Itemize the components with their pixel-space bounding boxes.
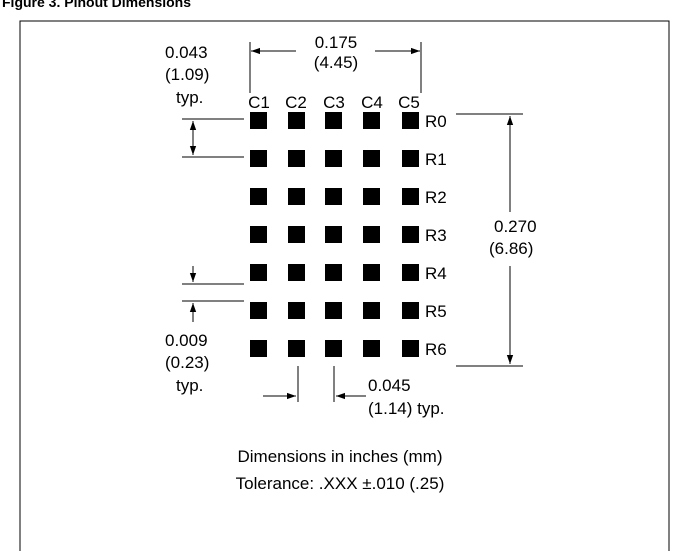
pad [363,226,380,243]
pad [363,302,380,319]
pad [250,188,267,205]
row-labels: R0 R1 R2 R3 R4 R5 R6 [425,112,447,359]
pad [288,188,305,205]
pad [363,188,380,205]
dimension-note: typ. [176,376,203,395]
pad [402,226,419,243]
column-label: C2 [285,93,307,112]
pad [325,340,342,357]
row-label: R6 [425,340,447,359]
pad [250,226,267,243]
column-label: C1 [248,93,270,112]
pad [288,340,305,357]
pad-grid [250,112,419,357]
pad [250,150,267,167]
dimension-value-mm: (4.45) [314,53,358,72]
width-dimension: 0.175 (4.45) [249,33,422,93]
pad-width-dimension: 0.045 (1.14) typ. [263,366,445,418]
dimension-value-mm: (1.14) typ. [368,399,445,418]
pad [250,340,267,357]
pad [325,226,342,243]
column-label: C4 [361,93,383,112]
pad [325,302,342,319]
dimension-value-mm: (6.86) [489,239,533,258]
caption-units: Dimensions in inches (mm) [238,447,443,466]
pad [288,150,305,167]
pad [363,340,380,357]
column-label: C3 [323,93,345,112]
pad [363,150,380,167]
pad [250,264,267,281]
caption-tolerance: Tolerance: .XXX ±.010 (.25) [236,474,445,493]
pad [402,264,419,281]
pad [288,112,305,129]
dimension-value: 0.009 [165,331,208,350]
pad [325,150,342,167]
pad [250,112,267,129]
pad [325,264,342,281]
height-dimension: 0.270 (6.86) [456,113,537,367]
pad [363,112,380,129]
row-label: R0 [425,112,447,131]
pad [402,302,419,319]
figure-title: Figure 3. Pinout Dimensions [2,0,191,10]
row-label: R4 [425,264,447,283]
dimension-value: 0.045 [368,376,411,395]
pad [402,340,419,357]
row-label: R1 [425,150,447,169]
pad [402,188,419,205]
gap-dimension: 0.009 (0.23) typ. [165,266,244,395]
row-label: R5 [425,302,447,321]
pad [288,264,305,281]
dimension-value-mm: (0.23) [165,353,209,372]
dimension-value-mm: (1.09) [165,65,209,84]
dimension-note: typ. [176,88,203,107]
column-label: C5 [398,93,420,112]
pad [325,112,342,129]
pad [288,302,305,319]
pad [250,302,267,319]
row-label: R3 [425,226,447,245]
pad [402,112,419,129]
dimension-value: 0.175 [315,33,358,52]
figure-frame [19,20,670,551]
pad [363,264,380,281]
dimension-value: 0.043 [165,43,208,62]
pad [288,226,305,243]
pad [325,188,342,205]
dimension-value: 0.270 [494,217,537,236]
pitch-dimension: 0.043 (1.09) typ. [165,43,244,158]
row-label: R2 [425,188,447,207]
pad [402,150,419,167]
column-labels: C1 C2 C3 C4 C5 [248,93,420,112]
